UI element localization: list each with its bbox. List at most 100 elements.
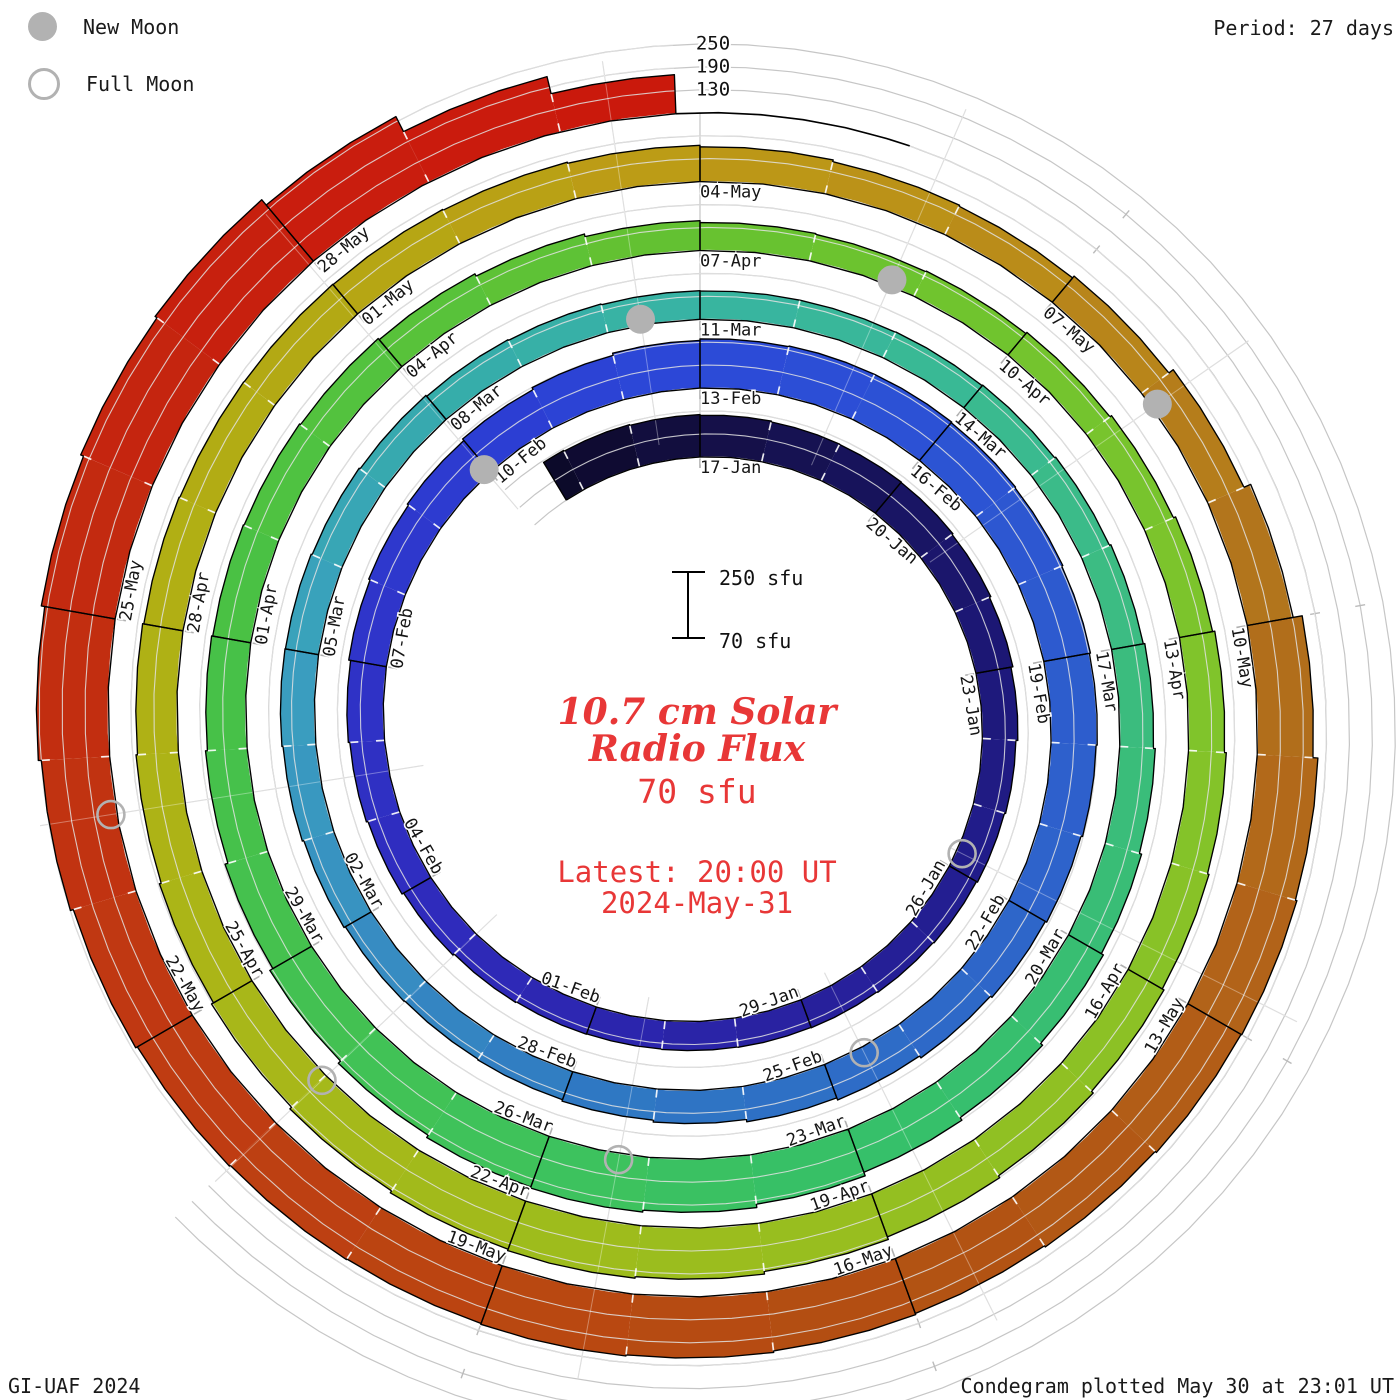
flux-bar bbox=[360, 395, 447, 488]
block-outline bbox=[699, 290, 983, 409]
block-outline bbox=[561, 1063, 838, 1125]
flux-bar bbox=[403, 76, 561, 183]
block-outline bbox=[480, 1257, 917, 1359]
block-outline bbox=[40, 199, 314, 620]
flux-bar bbox=[1086, 415, 1174, 531]
flux-bar bbox=[585, 220, 700, 266]
legend-full-moon: Full Moon bbox=[28, 68, 194, 100]
block-outline bbox=[1008, 652, 1098, 923]
chart-title-line2: Radio Flux bbox=[588, 728, 806, 770]
flux-bar bbox=[911, 866, 977, 943]
flux-bar bbox=[403, 877, 476, 956]
flux-bar bbox=[801, 966, 878, 1028]
moon-markers bbox=[96, 265, 1172, 1175]
flux-bar bbox=[551, 74, 676, 132]
flux-bar bbox=[642, 1154, 757, 1213]
block-outline bbox=[699, 338, 953, 462]
block-outline bbox=[918, 421, 1092, 663]
flux-bar bbox=[137, 1015, 276, 1167]
flux-bar bbox=[766, 1258, 916, 1351]
flux-bar bbox=[477, 1035, 573, 1100]
new-moon-label: New Moon bbox=[83, 14, 180, 39]
scale-top-label: 250 sfu bbox=[719, 566, 804, 590]
flux-bar bbox=[919, 422, 1016, 517]
radial-axis-label: 250 bbox=[696, 32, 730, 54]
flux-bar bbox=[895, 1196, 1045, 1314]
full-moon-label: Full Moon bbox=[86, 72, 195, 96]
spiral-date-label: 07-Apr bbox=[700, 252, 761, 272]
flux-bar bbox=[159, 871, 252, 1003]
spiral-date-label: 17-Jan bbox=[700, 458, 761, 478]
flux-bar bbox=[379, 273, 491, 367]
flux-bar bbox=[36, 606, 116, 761]
block-outline bbox=[426, 290, 701, 420]
flux-bar bbox=[1237, 754, 1318, 901]
flux-bar bbox=[1052, 276, 1169, 394]
flux-bar bbox=[758, 1193, 889, 1272]
block-outline bbox=[265, 74, 677, 262]
full-moon-marker bbox=[849, 1037, 879, 1068]
block-outlines bbox=[35, 74, 1319, 1359]
flux-bar bbox=[1012, 1110, 1156, 1247]
flux-bar bbox=[871, 1139, 1000, 1237]
block-outline bbox=[204, 635, 313, 970]
flux-bar bbox=[390, 1150, 526, 1250]
block-outline bbox=[346, 659, 432, 895]
flux-bar bbox=[212, 525, 279, 643]
flux-bar bbox=[480, 1265, 634, 1356]
flux-bar bbox=[955, 597, 1013, 674]
new-moon-icon bbox=[28, 12, 57, 41]
flux-bar bbox=[700, 222, 816, 261]
full-moon-marker bbox=[307, 1065, 337, 1096]
flux-bar bbox=[586, 1007, 666, 1050]
block-outline bbox=[348, 439, 491, 668]
block-outline bbox=[871, 968, 1165, 1238]
flux-bar bbox=[516, 977, 597, 1035]
flux-bar bbox=[367, 811, 431, 895]
flux-bar bbox=[1105, 746, 1156, 854]
flux-bar bbox=[1144, 516, 1213, 638]
block-outline bbox=[269, 945, 550, 1188]
full-moon-icon bbox=[28, 68, 60, 100]
block-outline bbox=[344, 911, 574, 1101]
block-outline bbox=[699, 221, 1027, 356]
flux-bar bbox=[861, 921, 934, 993]
block-outline bbox=[800, 865, 978, 1029]
radial-axis-label: 190 bbox=[696, 55, 730, 77]
flux-bar bbox=[136, 752, 202, 884]
flux-bar bbox=[920, 534, 991, 612]
flux-bar bbox=[883, 332, 983, 408]
flux-bar bbox=[508, 304, 608, 367]
latest-date-label: 2024-May-31 bbox=[600, 886, 794, 920]
flux-bar bbox=[848, 1081, 962, 1173]
block-outline bbox=[143, 283, 359, 632]
latest-time-label: Latest: 20:00 UT bbox=[557, 855, 837, 889]
flux-bar bbox=[404, 980, 495, 1060]
flux-bar bbox=[653, 1086, 747, 1124]
flux-bar bbox=[1008, 332, 1110, 435]
flux-bar bbox=[961, 900, 1046, 998]
flux-bar bbox=[205, 635, 251, 751]
flux-bar bbox=[507, 1201, 642, 1279]
flux-bar bbox=[700, 415, 772, 462]
flux-bar bbox=[1187, 882, 1297, 1035]
flux-bar bbox=[949, 803, 1005, 883]
scale-bottom-label: 70 sfu bbox=[719, 629, 792, 653]
flux-bar bbox=[1128, 863, 1209, 989]
block-outline bbox=[699, 146, 1074, 303]
flux-bar bbox=[143, 497, 216, 631]
flux-bar bbox=[1179, 631, 1225, 753]
flux-bar bbox=[244, 423, 330, 541]
flux-bar bbox=[368, 505, 441, 595]
flux-bar bbox=[345, 911, 426, 1002]
flux-bar bbox=[454, 933, 532, 1003]
flux-bar bbox=[629, 414, 700, 467]
block-outline bbox=[136, 1014, 503, 1325]
flux-bar bbox=[564, 424, 640, 490]
scale-bar bbox=[672, 571, 705, 639]
full-moon-marker bbox=[947, 838, 977, 869]
flux-bar bbox=[1011, 934, 1104, 1044]
